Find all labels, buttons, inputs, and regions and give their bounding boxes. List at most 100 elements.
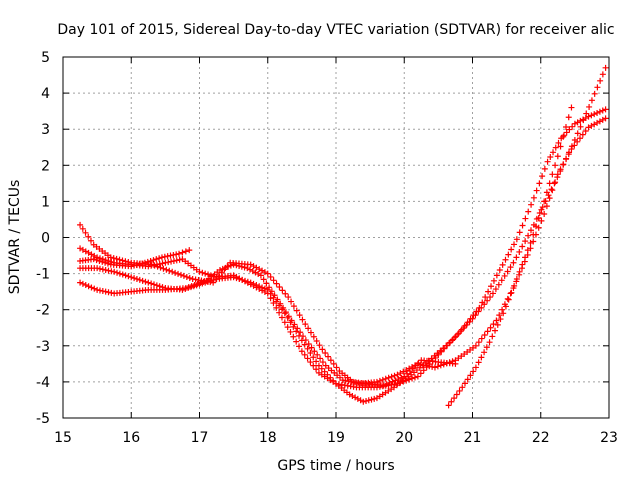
data-point xyxy=(363,398,370,405)
y-tick-label: 1 xyxy=(41,194,50,210)
data-point xyxy=(602,106,609,113)
data-point xyxy=(484,297,491,304)
data-point xyxy=(492,286,499,293)
data-point xyxy=(151,262,157,269)
data-point xyxy=(274,296,281,303)
data-point xyxy=(481,349,488,356)
data-point xyxy=(139,260,146,267)
data-point xyxy=(79,225,86,232)
data-point xyxy=(273,304,280,311)
data-point xyxy=(440,361,447,368)
y-tick-label: -1 xyxy=(36,267,50,283)
data-point xyxy=(280,304,287,311)
data-point xyxy=(111,268,118,275)
data-point xyxy=(400,378,407,385)
data-point xyxy=(257,272,264,279)
data-point xyxy=(508,289,515,296)
data-point xyxy=(487,324,494,331)
data-point xyxy=(166,267,173,274)
data-point xyxy=(236,263,243,270)
data-point xyxy=(205,271,212,278)
data-point xyxy=(169,268,176,275)
data-point xyxy=(145,279,152,286)
data-point xyxy=(182,285,189,292)
data-point xyxy=(136,276,143,283)
data-point xyxy=(136,261,143,268)
data-point xyxy=(448,398,455,405)
data-point xyxy=(574,130,581,137)
data-point xyxy=(376,377,383,384)
data-point xyxy=(102,266,109,273)
y-tick-label: 0 xyxy=(41,231,50,247)
data-point xyxy=(311,348,318,355)
data-point xyxy=(557,143,564,150)
data-point xyxy=(525,208,532,215)
data-point xyxy=(449,358,456,365)
data-point xyxy=(472,364,479,371)
data-point xyxy=(168,258,175,265)
x-tick-label: 16 xyxy=(122,430,140,446)
data-point xyxy=(102,259,109,266)
data-point xyxy=(536,180,543,187)
data-point xyxy=(582,128,589,135)
data-point xyxy=(552,162,559,169)
x-tick-label: 20 xyxy=(395,430,413,446)
data-point xyxy=(241,264,248,271)
data-point xyxy=(429,358,436,365)
x-tick-label: 21 xyxy=(464,430,482,446)
data-point xyxy=(546,195,553,202)
data-point xyxy=(277,300,284,307)
data-point xyxy=(322,350,329,357)
data-point xyxy=(105,267,112,274)
data-point xyxy=(379,376,386,383)
data-point xyxy=(325,353,332,360)
data-point xyxy=(391,372,398,379)
data-point xyxy=(302,321,309,328)
data-point xyxy=(293,328,300,335)
data-point xyxy=(519,243,526,250)
data-point xyxy=(252,269,259,276)
data-point xyxy=(317,355,324,362)
data-point xyxy=(565,151,572,158)
data-point xyxy=(102,288,109,295)
data-point xyxy=(128,274,135,281)
data-point xyxy=(516,229,523,236)
series-track-b xyxy=(77,64,609,405)
data-point xyxy=(495,281,502,288)
data-point xyxy=(114,269,121,276)
data-point xyxy=(488,283,495,290)
data-point xyxy=(513,276,520,283)
data-point xyxy=(547,153,554,160)
data-point xyxy=(452,333,459,340)
data-point xyxy=(207,272,214,279)
data-point xyxy=(475,339,482,346)
data-point xyxy=(354,395,361,402)
data-point xyxy=(147,257,154,264)
data-point xyxy=(313,366,320,373)
x-axis-ticks: 15 16 17 18 19 20 21 22 23 xyxy=(54,57,618,446)
data-point xyxy=(348,378,355,385)
data-point xyxy=(150,257,157,264)
data-point xyxy=(288,298,295,305)
data-point xyxy=(349,392,356,399)
data-point xyxy=(504,295,511,302)
data-point xyxy=(287,328,294,335)
data-point xyxy=(302,337,309,344)
data-point xyxy=(599,107,606,114)
data-point xyxy=(456,387,463,394)
data-point xyxy=(522,254,529,261)
data-point xyxy=(284,324,291,331)
data-point xyxy=(511,241,518,248)
data-point xyxy=(219,265,226,272)
data-point xyxy=(536,210,543,217)
data-point xyxy=(571,120,578,127)
data-point xyxy=(268,288,275,295)
data-point xyxy=(596,108,603,115)
data-point xyxy=(539,204,546,211)
data-point xyxy=(293,307,300,314)
data-point xyxy=(530,238,537,245)
data-point xyxy=(434,363,441,370)
y-axis-label: SDTVAR / TECUs xyxy=(7,180,23,295)
data-point xyxy=(300,333,307,340)
data-point xyxy=(82,229,89,236)
